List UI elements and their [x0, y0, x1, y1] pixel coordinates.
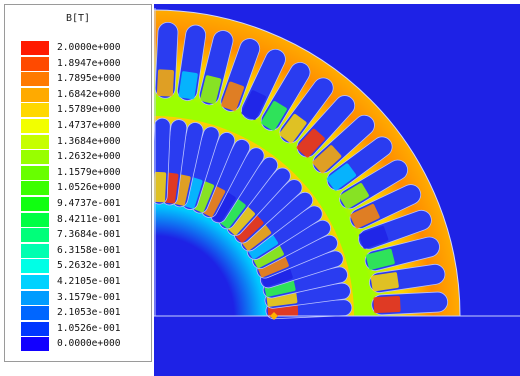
legend-label: 2.0000e+000	[57, 42, 121, 53]
legend-swatch	[21, 103, 49, 118]
stator-slot-field	[260, 101, 287, 131]
legend-label: 6.3158e-001	[57, 244, 121, 256]
legend-swatch	[21, 56, 49, 71]
stator-slot-field	[178, 71, 198, 100]
legend-label: 8.4211e-001	[57, 213, 121, 225]
stator-slot-field	[296, 128, 325, 158]
stator-slot-field	[365, 248, 395, 270]
stator-slot-field	[373, 296, 401, 314]
rotor-slot-field	[219, 198, 246, 229]
legend-swatch	[21, 337, 49, 352]
legend-label: 3.1579e-001	[57, 291, 121, 303]
rotor-slot-field	[192, 181, 215, 213]
legend-swatch	[21, 259, 49, 274]
rotor-slot-field	[241, 224, 272, 251]
rotor-slot-field	[210, 192, 236, 223]
flux-density-plot[interactable]	[154, 4, 520, 376]
legend-swatch	[21, 321, 49, 336]
legend-swatch	[21, 72, 49, 87]
stator-slot-field	[326, 163, 357, 191]
legend-swatch	[21, 275, 49, 289]
legend-swatch	[21, 150, 49, 165]
legend-swatch	[21, 165, 49, 180]
legend-label: 1.7895e+000	[57, 73, 121, 85]
legend-label: 1.0526e+000	[57, 182, 121, 194]
rotor-slot-field	[227, 206, 255, 236]
rotor-slot-field	[202, 186, 226, 217]
stator-slot-field	[359, 225, 389, 249]
stator-slot-field	[339, 183, 369, 210]
stator-slot-field	[241, 90, 267, 120]
color-legend: B[T] 2.0000e+000 1.8947e+000 1.7895e+000 1.…	[4, 4, 152, 362]
legend-label: 1.1579e+000	[57, 166, 121, 178]
legend-label: 1.8947e+000	[57, 57, 121, 69]
legend-label: 9.4737e-001	[57, 198, 121, 209]
legend-swatch	[21, 290, 49, 305]
stator-slot-field	[200, 75, 222, 105]
legend-swatch	[21, 212, 49, 227]
rotor-slot-field	[234, 215, 264, 243]
legend-swatch	[21, 306, 49, 321]
stator-slot-field	[221, 81, 245, 111]
rotor-slot-field	[247, 234, 278, 260]
legend-swatch	[21, 181, 49, 196]
rotor-slot-field	[261, 267, 293, 287]
legend-label: 5.2632e-001	[57, 260, 121, 272]
stator-slot-field	[370, 272, 399, 292]
outer-boundary	[154, 9, 461, 317]
legend-swatch	[21, 243, 49, 258]
stator-slot-field	[312, 145, 342, 174]
legend-label: 1.0526e-001	[57, 322, 121, 334]
legend-label: 0.0000e+000	[57, 338, 121, 350]
rotor-slot-field	[154, 171, 167, 203]
legend-label: 1.5789e+000	[57, 104, 121, 116]
legend-label: 2.1053e-001	[57, 307, 121, 319]
legend-label: 1.6842e+000	[57, 88, 121, 100]
stator-slot-field	[279, 113, 307, 144]
rotor-slot-field	[257, 255, 289, 278]
legend-swatch	[21, 134, 49, 149]
legend-label: 1.2632e+000	[57, 151, 121, 163]
shaft	[154, 244, 226, 316]
legend-swatch	[21, 41, 49, 55]
origin-marker	[270, 312, 278, 320]
legend-swatch	[21, 119, 49, 133]
legend-label: 1.3684e+000	[57, 135, 121, 147]
stator-slot-field	[156, 69, 174, 97]
stator-slot-field	[350, 203, 380, 229]
legend-label: 1.4737e+000	[57, 120, 121, 131]
rotor-slot-field	[253, 244, 284, 268]
legend-label: 7.3684e-001	[57, 229, 121, 241]
legend-title: B[T]	[65, 13, 91, 24]
flux-density-map	[154, 8, 520, 320]
legend-label: 4.2105e-001	[57, 276, 121, 287]
legend-swatch	[21, 228, 49, 243]
legend-swatch	[21, 87, 49, 102]
legend-swatch	[21, 197, 49, 211]
